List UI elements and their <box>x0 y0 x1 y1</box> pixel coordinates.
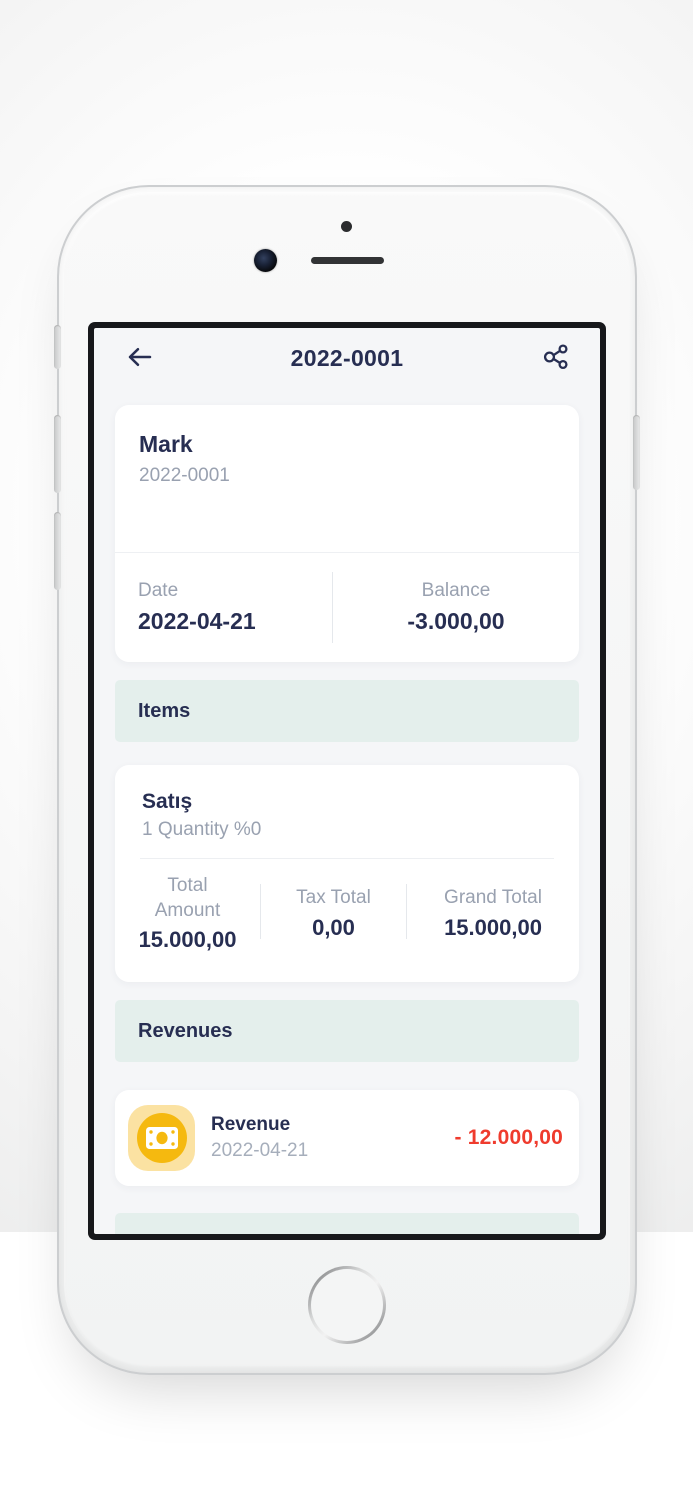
balance-cell: Balance -3.000,00 <box>333 553 579 662</box>
banknote-icon-circle <box>136 1113 187 1163</box>
vertical-divider <box>406 884 407 940</box>
balance-label: Balance <box>421 580 491 601</box>
arrow-left-icon <box>124 342 154 375</box>
stat-value: 15.000,00 <box>138 927 237 953</box>
item-details: 1 Quantity %0 <box>142 819 262 840</box>
phone-mute-switch <box>54 325 61 369</box>
revenue-list-item[interactable]: Revenue 2022-04-21 - 12.000,00 <box>115 1090 579 1186</box>
phone-screen: 2022-0001 Mark <box>88 322 606 1240</box>
share-icon <box>540 342 570 375</box>
phone-volume-up-button <box>54 415 61 493</box>
item-divider <box>140 858 554 859</box>
revenue-title: Revenue <box>211 1114 291 1135</box>
phone-speaker <box>311 257 384 264</box>
date-cell: Date 2022-04-21 <box>115 553 332 662</box>
stat-total-amount: Total Amount 15.000,00 <box>115 874 260 953</box>
date-value: 2022-04-21 <box>138 608 256 634</box>
date-label: Date <box>138 580 179 601</box>
customer-card-summary: Date 2022-04-21 Balance -3.000,00 <box>115 552 579 662</box>
page-title: 2022-0001 <box>290 344 404 371</box>
phone-sensor-dot <box>341 221 352 232</box>
banknote-icon <box>128 1105 195 1171</box>
revenue-date: 2022-04-21 <box>211 1140 309 1161</box>
customer-card-top: Mark 2022-0001 <box>115 405 579 552</box>
item-card[interactable]: Satış 1 Quantity %0 Total Amount 15.000,… <box>115 765 579 982</box>
item-head: Satış 1 Quantity %0 <box>115 790 579 841</box>
stat-value: 15.000,00 <box>444 915 542 941</box>
next-section-band <box>115 1213 579 1234</box>
phone-power-button <box>633 415 640 490</box>
stat-tax-total: Tax Total 0,00 <box>261 874 406 953</box>
back-button[interactable] <box>122 341 156 375</box>
revenue-text: Revenue 2022-04-21 <box>211 1114 308 1162</box>
balance-value: -3.000,00 <box>407 608 505 634</box>
customer-name: Mark <box>139 431 193 457</box>
stat-grand-total: Grand Total 15.000,00 <box>407 874 579 953</box>
stat-label: Total Amount <box>154 875 221 921</box>
phone-front-camera <box>254 249 277 272</box>
customer-card: Mark 2022-0001 Date 2022-04-21 Balance -… <box>115 405 579 662</box>
revenues-section-title: Revenues <box>138 1019 233 1042</box>
document-number: 2022-0001 <box>139 465 230 486</box>
app-header: 2022-0001 <box>94 328 600 378</box>
phone-volume-down-button <box>54 512 61 590</box>
vertical-divider <box>332 572 333 643</box>
revenues-section-header: Revenues <box>115 1000 579 1062</box>
item-stats: Total Amount 15.000,00 Tax Total 0,00 Gr… <box>115 859 579 953</box>
phone-home-button <box>308 1266 386 1344</box>
stat-label: Tax Total <box>296 887 371 909</box>
vertical-divider <box>260 884 261 940</box>
stat-value: 0,00 <box>312 915 355 941</box>
stat-label: Grand Total <box>444 887 542 909</box>
items-section-header: Items <box>115 680 579 742</box>
item-name: Satış <box>142 790 193 813</box>
scroll-content: Mark 2022-0001 Date 2022-04-21 Balance -… <box>94 405 600 1234</box>
app-screen: 2022-0001 Mark <box>94 328 600 1234</box>
revenue-amount: - 12.000,00 <box>454 1126 563 1149</box>
phone-frame: 2022-0001 Mark <box>54 185 640 1375</box>
share-button[interactable] <box>538 341 572 375</box>
items-section-title: Items <box>138 699 191 722</box>
